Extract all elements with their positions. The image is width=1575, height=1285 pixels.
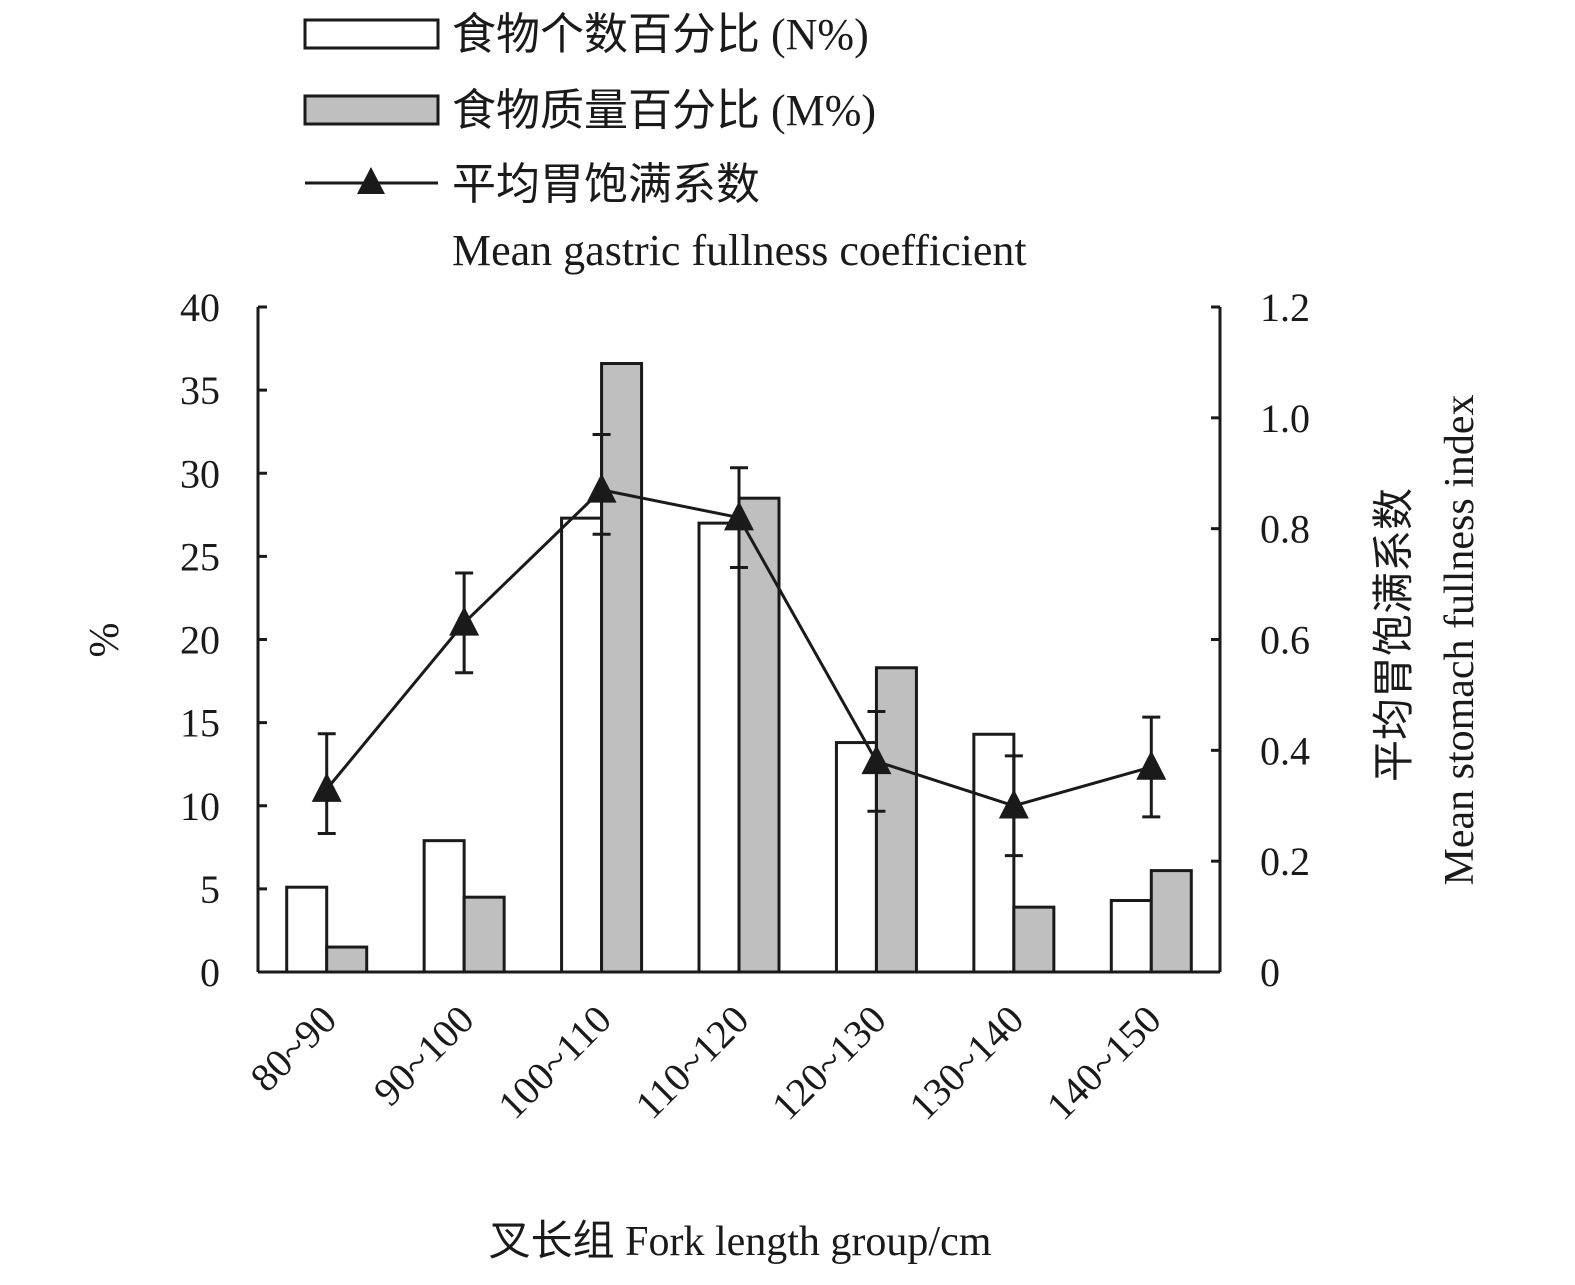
bar-n-3 <box>697 521 741 974</box>
fullness-point-3 <box>724 501 754 531</box>
y-tick-label-left-5: 25 <box>180 534 220 579</box>
y-tick-label-left-6: 30 <box>180 451 220 496</box>
y-tick-label-left-7: 35 <box>180 368 220 413</box>
x-tick-label-5: 130~140 <box>900 997 1032 1129</box>
bar-n-5 <box>972 732 1016 974</box>
legend-label-m-percent: 食物质量百分比 (M%) <box>452 86 876 135</box>
y-tick-label-right-6: 1.2 <box>1260 285 1310 330</box>
legend-swatch-m-percent <box>303 94 440 126</box>
bar-n-6 <box>1109 899 1153 974</box>
bar-n-1 <box>422 839 466 974</box>
bar-m-0 <box>325 945 369 974</box>
x-tick-label-4: 120~130 <box>763 997 895 1129</box>
legend: 食物个数百分比 (N%) 食物质量百分比 (M%) 平均胃饱满系数 Mean g… <box>303 10 1027 275</box>
x-tick-label-3: 110~120 <box>626 997 757 1128</box>
y-tick-label-left-3: 15 <box>180 701 220 746</box>
x-tick-label-1: 90~100 <box>365 997 483 1115</box>
legend-label-fullness-en: Mean gastric fullness coefficient <box>452 226 1027 275</box>
legend-label-n-percent: 食物个数百分比 (N%) <box>452 10 869 59</box>
y-tick-label-right-3: 0.6 <box>1260 618 1310 663</box>
y-tick-label-right-5: 1.0 <box>1260 396 1310 441</box>
y-tick-label-left-4: 20 <box>180 618 220 663</box>
bar-m-4 <box>874 666 918 974</box>
fullness-point-4 <box>861 744 892 775</box>
fullness-point-1 <box>449 606 480 636</box>
plot-area <box>285 362 1193 974</box>
legend-swatch-n-percent <box>303 18 440 50</box>
x-tick-label-6: 140~150 <box>1038 997 1170 1129</box>
x-tick-label-2: 100~110 <box>489 997 620 1128</box>
bar-n-4 <box>834 741 878 974</box>
legend-marker-triangle-icon <box>357 167 385 194</box>
bar-n-0 <box>285 885 329 974</box>
y-tick-label-right-4: 0.8 <box>1260 507 1310 552</box>
y-tick-label-right-1: 0.2 <box>1260 839 1310 884</box>
fullness-point-2 <box>586 473 617 503</box>
y-tick-label-left-1: 5 <box>200 867 220 912</box>
bar-m-2 <box>600 362 644 974</box>
fullness-point-0 <box>311 772 342 802</box>
bar-m-3 <box>737 496 781 974</box>
y-tick-label-left-0: 0 <box>200 950 220 995</box>
bar-n-2 <box>560 516 604 974</box>
y-axis-title-left: % <box>82 623 128 658</box>
x-tick-label-0: 80~90 <box>241 997 345 1101</box>
y-axis-title-right-en: Mean stomach fullness index <box>1437 394 1483 885</box>
y-axis-title-right-cn: 平均胃饱满系数 <box>1372 488 1418 782</box>
bar-m-1 <box>462 895 506 974</box>
x-axis-title: 叉长组 Fork length group/cm <box>489 1219 992 1265</box>
bar-m-5 <box>1012 905 1056 974</box>
bar-m-6 <box>1149 869 1193 974</box>
y-tick-label-right-2: 0.4 <box>1260 728 1310 773</box>
fullness-point-6 <box>1136 750 1167 780</box>
y-tick-label-right-0: 0 <box>1260 950 1280 995</box>
y-tick-label-left-2: 10 <box>180 784 220 829</box>
fullness-point-5 <box>998 789 1029 819</box>
y-tick-label-left-8: 40 <box>180 285 220 330</box>
legend-label-fullness-cn: 平均胃饱满系数 <box>452 160 760 209</box>
